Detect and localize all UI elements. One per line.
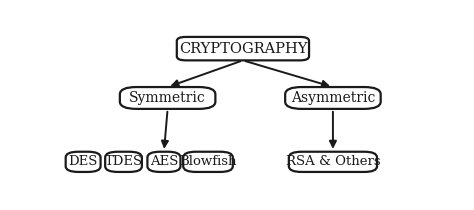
Text: AES: AES xyxy=(150,155,178,168)
FancyBboxPatch shape xyxy=(285,87,381,109)
FancyBboxPatch shape xyxy=(105,152,142,172)
FancyBboxPatch shape xyxy=(120,87,215,109)
Text: Asymmetric: Asymmetric xyxy=(291,91,375,105)
FancyBboxPatch shape xyxy=(66,152,100,172)
FancyBboxPatch shape xyxy=(183,152,233,172)
Text: CRYPTOGRAPHY: CRYPTOGRAPHY xyxy=(179,42,307,56)
FancyBboxPatch shape xyxy=(177,37,309,60)
Text: Symmetric: Symmetric xyxy=(129,91,206,105)
Text: RSA & Others: RSA & Others xyxy=(286,155,380,168)
Text: DES: DES xyxy=(68,155,98,168)
Text: Blowfish: Blowfish xyxy=(179,155,237,168)
FancyBboxPatch shape xyxy=(147,152,181,172)
FancyBboxPatch shape xyxy=(289,152,377,172)
Text: TDES: TDES xyxy=(104,155,143,168)
